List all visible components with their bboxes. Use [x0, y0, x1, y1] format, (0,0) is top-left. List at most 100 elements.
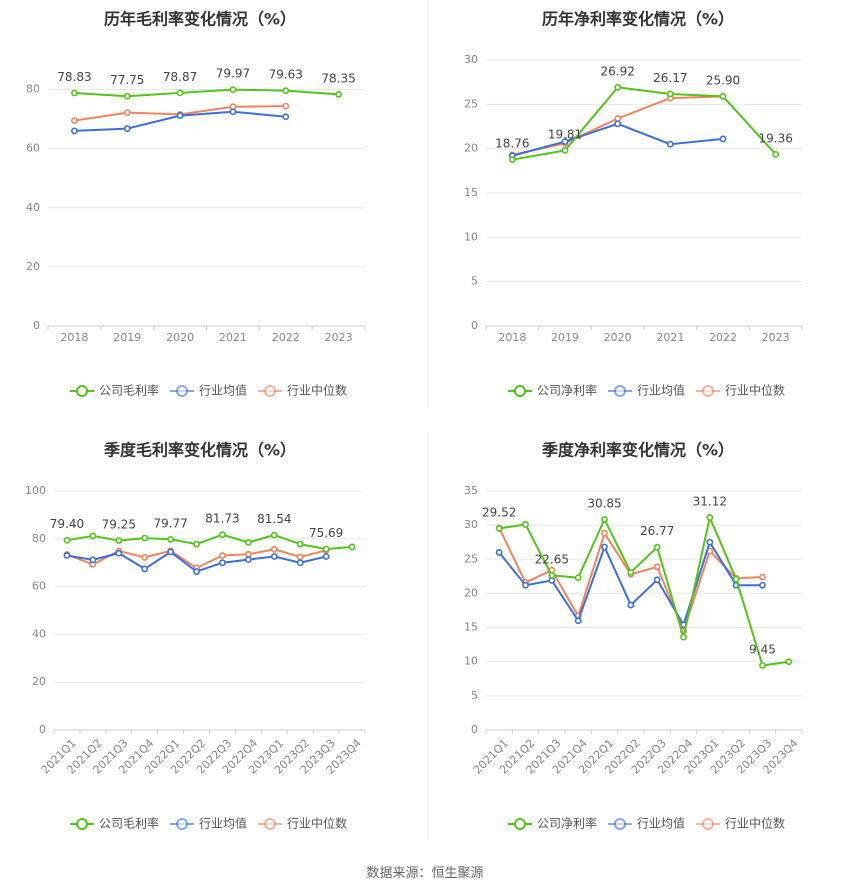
legend-item: 行业中位数	[258, 383, 347, 398]
legend-item: 公司净利率	[508, 383, 597, 398]
data-point	[759, 573, 766, 581]
data-point	[229, 86, 237, 94]
legend-item: 行业均值	[170, 383, 247, 398]
y-tick-label: 0	[471, 319, 478, 332]
series-industry-median	[63, 545, 330, 572]
chart-quarterly-net: 季度净利率变化情况（%）051015202530352021Q12021Q220…	[464, 441, 803, 831]
data-point	[627, 568, 635, 576]
data-point	[270, 553, 278, 560]
legend-label: 行业中位数	[725, 816, 785, 831]
legend-marker	[76, 818, 88, 830]
y-tick-label: 80	[26, 83, 40, 96]
data-label: 18.76	[495, 137, 529, 151]
series-company	[495, 514, 793, 669]
y-tick-label: 40	[32, 627, 46, 640]
data-point	[719, 135, 727, 143]
data-label: 79.40	[50, 517, 84, 531]
data-label: 79.63	[269, 68, 303, 82]
x-tick-label: 2023	[762, 331, 790, 344]
legend-marker	[614, 818, 626, 830]
data-point	[322, 553, 330, 560]
y-tick-label: 20	[464, 142, 478, 155]
x-tick-label: 2023	[325, 331, 353, 344]
data-point	[601, 543, 608, 551]
y-tick-label: 0	[33, 319, 40, 332]
series-industry-average	[71, 108, 290, 135]
data-point	[601, 529, 608, 537]
legend-label: 行业中位数	[287, 383, 347, 398]
data-point	[244, 550, 252, 558]
y-tick-label: 30	[464, 518, 478, 531]
y-tick-label: 25	[464, 552, 478, 565]
series-industry-average	[63, 548, 330, 575]
data-point	[666, 140, 674, 148]
data-point	[680, 633, 687, 641]
legend-item: 行业中位数	[696, 383, 785, 398]
data-point	[219, 531, 226, 539]
y-tick-label: 10	[464, 230, 478, 243]
data-point	[732, 575, 740, 583]
legend-label: 行业均值	[637, 383, 685, 398]
data-point	[653, 576, 661, 584]
data-point	[282, 87, 290, 95]
series-line	[66, 533, 353, 551]
data-label: 77.75	[110, 73, 144, 87]
data-point	[193, 540, 200, 548]
data-point	[666, 90, 674, 98]
data-point	[270, 545, 278, 553]
data-point	[115, 537, 123, 544]
data-label: 29.52	[482, 505, 516, 519]
data-point	[759, 662, 766, 669]
chart-title: 历年净利率变化情况（%）	[542, 10, 734, 29]
legend-item: 行业均值	[608, 816, 685, 831]
data-point	[522, 581, 529, 589]
series-line	[512, 122, 724, 157]
data-point	[89, 556, 97, 564]
data-label: 78.35	[321, 71, 355, 85]
data-label: 79.25	[102, 518, 136, 532]
data-label: 78.83	[57, 70, 91, 84]
legend-marker	[176, 818, 188, 830]
data-point	[71, 89, 78, 97]
data-label: 26.77	[640, 524, 674, 538]
data-point	[785, 658, 793, 666]
legend-item: 行业均值	[170, 816, 247, 831]
data-label: 79.77	[153, 516, 187, 530]
y-tick-label: 30	[464, 53, 478, 66]
data-point	[653, 543, 661, 551]
data-label: 9.45	[749, 642, 776, 656]
legend-label: 行业中位数	[287, 816, 347, 831]
y-tick-label: 40	[26, 201, 40, 214]
data-label: 19.81	[548, 127, 582, 141]
legend-marker	[702, 385, 714, 397]
data-point	[495, 549, 503, 556]
data-point	[561, 146, 569, 154]
x-tick-label: 2020	[604, 331, 632, 344]
data-label: 31.12	[693, 494, 727, 508]
data-point	[193, 568, 200, 575]
legend-marker	[702, 818, 714, 830]
legend-marker	[76, 385, 88, 397]
data-point	[322, 545, 330, 553]
data-point	[167, 535, 175, 543]
legend-marker	[514, 385, 526, 397]
y-tick-label: 20	[26, 260, 40, 273]
data-label: 79.97	[216, 67, 250, 81]
data-point	[574, 617, 582, 625]
y-tick-label: 0	[39, 723, 46, 736]
data-point	[89, 532, 97, 540]
data-point	[719, 92, 727, 100]
legend-marker	[264, 385, 276, 397]
data-point	[759, 581, 766, 589]
data-label: 19.36	[758, 131, 792, 145]
series-line	[74, 88, 339, 98]
data-point	[71, 117, 78, 124]
legend-item: 行业均值	[608, 383, 685, 398]
data-point	[348, 543, 356, 551]
y-tick-label: 5	[471, 275, 478, 288]
x-tick-label: 2018	[498, 331, 526, 344]
data-point	[244, 556, 252, 563]
y-tick-label: 80	[32, 532, 46, 545]
legend-marker	[264, 818, 276, 830]
